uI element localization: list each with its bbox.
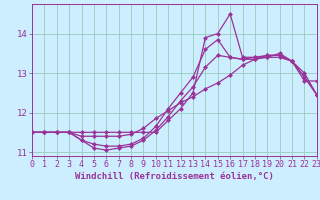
X-axis label: Windchill (Refroidissement éolien,°C): Windchill (Refroidissement éolien,°C) — [75, 172, 274, 181]
